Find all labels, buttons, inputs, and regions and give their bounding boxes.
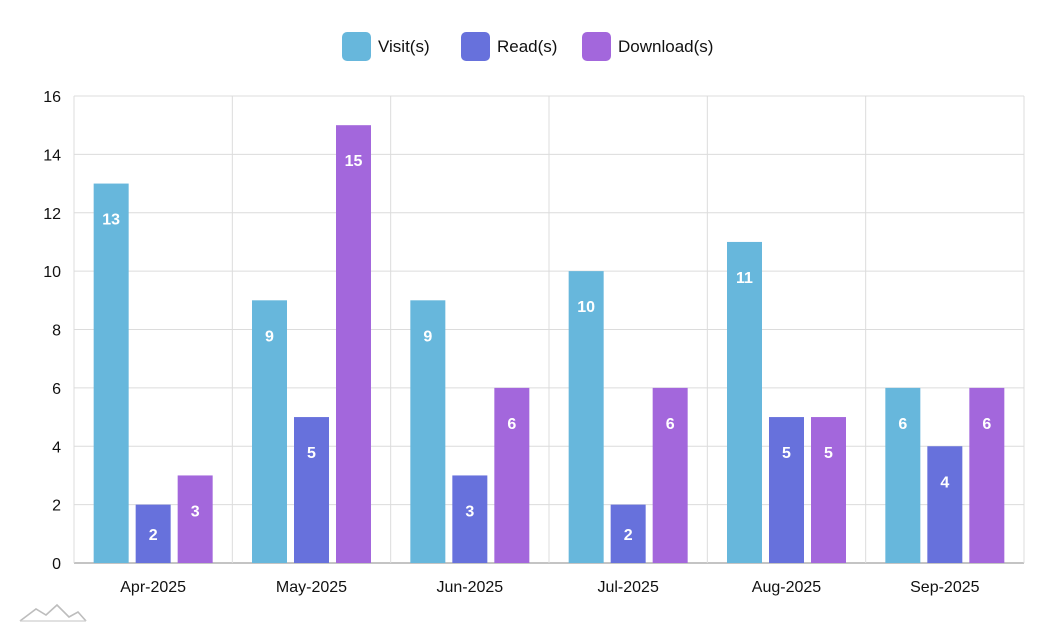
- legend-label: Visit(s): [378, 37, 430, 56]
- y-tick-label: 14: [43, 147, 61, 164]
- legend-label: Read(s): [497, 37, 557, 56]
- y-tick-label: 10: [43, 264, 61, 281]
- value-label-download-s-jun-2025: 6: [507, 416, 516, 433]
- legend-swatch: [461, 32, 490, 61]
- chart-logo-icon: [19, 603, 87, 622]
- bar-download-s-jun-2025[interactable]: [494, 387, 530, 563]
- y-tick-label: 16: [43, 89, 61, 106]
- bar-download-s-aug-2025[interactable]: [811, 417, 846, 563]
- value-label-read-s-may-2025: 5: [307, 445, 316, 462]
- value-label-read-s-apr-2025: 2: [149, 527, 158, 544]
- bar-download-s-jul-2025[interactable]: [652, 387, 688, 563]
- y-tick-label: 2: [52, 498, 61, 515]
- axes: 0 2 4 6 8 10 12 14 16 Apr-2025 May-2025 Jun-2025 Jul…: [43, 89, 979, 596]
- bar-read-s-sep-2025[interactable]: [927, 446, 963, 563]
- bar-read-s-jun-2025[interactable]: [452, 475, 488, 563]
- legend-label: Download(s): [618, 37, 713, 56]
- bar-visit-s-jul-2025[interactable]: [568, 271, 604, 563]
- legend-swatch: [582, 32, 611, 61]
- bar-visit-s-jun-2025[interactable]: [410, 300, 446, 563]
- bars: [93, 125, 1005, 563]
- bar-visit-s-sep-2025[interactable]: [885, 387, 921, 563]
- legend-item-visit-s[interactable]: Visit(s): [342, 32, 430, 61]
- x-tick-label: Aug-2025: [752, 579, 821, 596]
- value-label-read-s-jul-2025: 2: [624, 527, 633, 544]
- bar-download-s-may-2025[interactable]: [336, 125, 371, 563]
- value-label-visit-s-aug-2025: 11: [736, 270, 753, 287]
- x-tick-label: Apr-2025: [120, 579, 186, 596]
- value-label-visit-s-jun-2025: 9: [423, 328, 432, 345]
- y-tick-label: 4: [52, 439, 61, 456]
- value-label-read-s-sep-2025: 4: [940, 474, 949, 491]
- bar-read-s-jul-2025[interactable]: [610, 504, 646, 563]
- value-label-download-s-jul-2025: 6: [666, 416, 675, 433]
- value-label-download-s-sep-2025: 6: [982, 416, 991, 433]
- bar-download-s-sep-2025[interactable]: [969, 387, 1005, 563]
- legend: Visit(s) Read(s) Download(s): [342, 32, 713, 61]
- legend-item-read-s[interactable]: Read(s): [461, 32, 557, 61]
- bar-read-s-apr-2025[interactable]: [135, 504, 171, 563]
- value-label-visit-s-sep-2025: 6: [898, 416, 907, 433]
- value-labels: 13 2 3 9 5 15 9 3 6 10 2 6 11 5 5 6 4 6: [102, 153, 991, 544]
- x-tick-label: Jul-2025: [597, 579, 658, 596]
- value-label-read-s-aug-2025: 5: [782, 445, 791, 462]
- value-label-download-s-aug-2025: 5: [824, 445, 833, 462]
- x-tick-label: Jun-2025: [436, 579, 503, 596]
- value-label-visit-s-jul-2025: 10: [577, 299, 595, 316]
- bar-read-s-may-2025[interactable]: [294, 417, 329, 563]
- value-label-visit-s-apr-2025: 13: [102, 212, 120, 229]
- value-label-download-s-apr-2025: 3: [191, 503, 200, 520]
- bar-download-s-apr-2025[interactable]: [177, 475, 213, 563]
- bar-read-s-aug-2025[interactable]: [769, 417, 804, 563]
- x-tick-label: May-2025: [276, 579, 347, 596]
- bar-visit-s-apr-2025[interactable]: [93, 183, 129, 563]
- legend-swatch: [342, 32, 371, 61]
- y-tick-label: 6: [52, 381, 61, 398]
- x-tick-label: Sep-2025: [910, 579, 979, 596]
- y-tick-label: 8: [52, 323, 61, 340]
- grid-lines: [73, 95, 1025, 564]
- y-tick-label: 0: [52, 556, 61, 573]
- value-label-read-s-jun-2025: 3: [465, 503, 474, 520]
- bar-visit-s-aug-2025[interactable]: [727, 241, 762, 563]
- y-tick-label: 12: [43, 206, 61, 223]
- value-label-visit-s-may-2025: 9: [265, 328, 274, 345]
- bar-visit-s-may-2025[interactable]: [252, 300, 287, 563]
- value-label-download-s-may-2025: 15: [345, 153, 363, 170]
- legend-item-download-s[interactable]: Download(s): [582, 32, 713, 61]
